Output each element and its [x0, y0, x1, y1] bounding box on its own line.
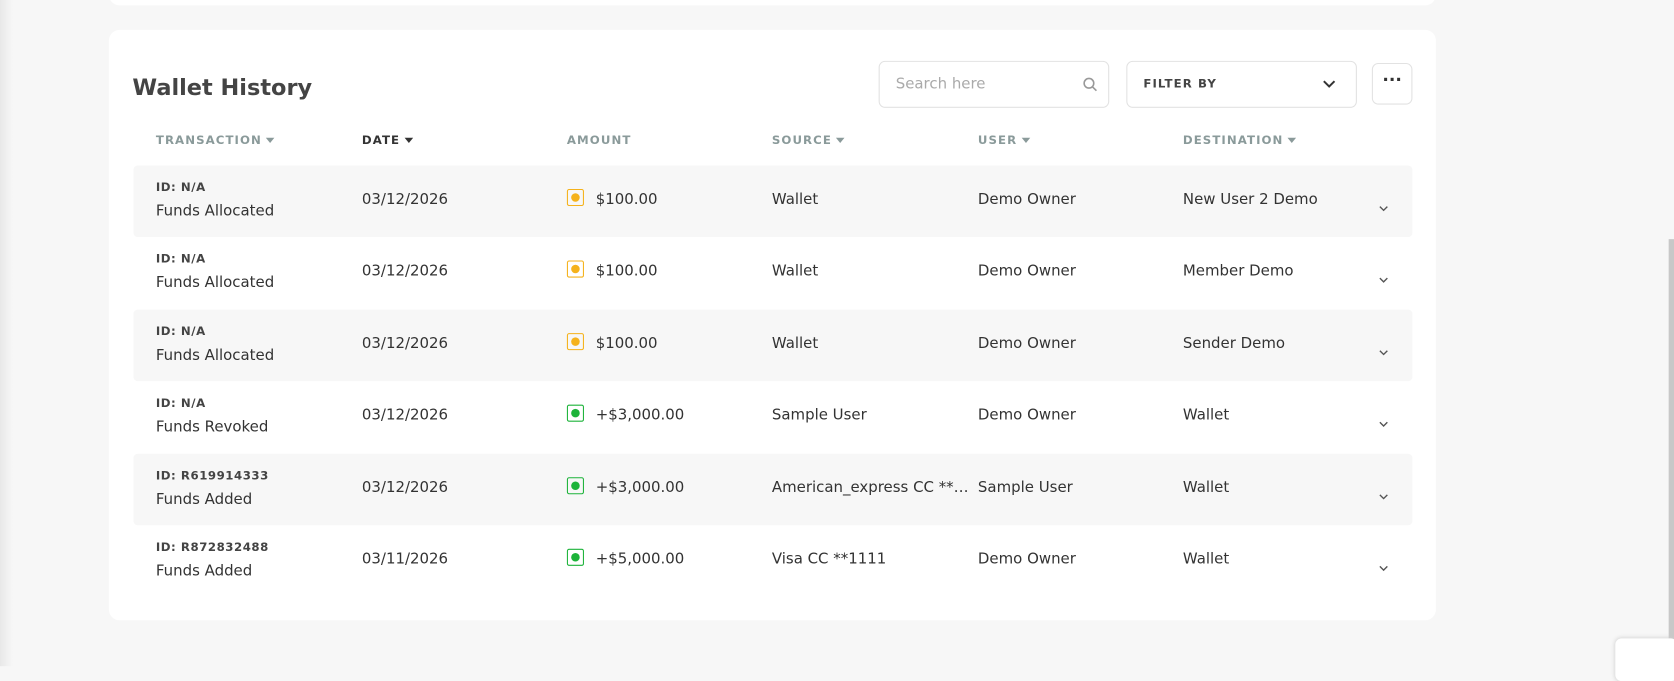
expand-chevron[interactable]	[1378, 412, 1389, 432]
chevron-icon	[1379, 421, 1388, 428]
user: Demo Owner	[977, 550, 1076, 568]
status-icon	[566, 332, 584, 350]
destination: Member Demo	[1182, 263, 1294, 281]
date: 03/12/2026	[361, 263, 449, 281]
date: 03/11/2026	[361, 550, 449, 568]
transaction-id: ID: R619914333	[155, 468, 269, 483]
transaction-type: Funds Allocated	[155, 346, 275, 364]
more-button[interactable]: ···	[1371, 62, 1413, 105]
stage: Wallet History Search here FILTER BY ···…	[0, 0, 1674, 667]
destination: Wallet	[1182, 550, 1230, 568]
table-row	[133, 309, 1413, 381]
column-label: DESTINATION	[1182, 132, 1284, 147]
column-label: DATE	[361, 132, 401, 147]
sort-caret	[1287, 137, 1297, 143]
user: Sample User	[977, 478, 1073, 497]
transaction-type: Funds Allocated	[155, 202, 275, 220]
column-label: TRANSACTION	[155, 132, 262, 147]
column-label: USER	[977, 132, 1018, 147]
sort-caret	[266, 137, 275, 143]
amount: +$3,000.00	[595, 406, 685, 425]
amount: +$5,000.00	[595, 550, 685, 568]
destination: Wallet	[1182, 406, 1230, 425]
user: Demo Owner	[977, 335, 1076, 353]
amount: $100.00	[595, 263, 658, 281]
transaction-type: Funds Added	[155, 490, 253, 508]
destination: Sender Demo	[1182, 335, 1286, 353]
chevron	[1323, 80, 1336, 88]
search-placeholder: Search here	[895, 75, 986, 93]
transaction-type: Funds Revoked	[155, 418, 269, 436]
side-shadow	[0, 0, 13, 667]
column-label: AMOUNT	[566, 132, 632, 147]
date: 03/12/2026	[361, 406, 449, 425]
page: Wallet History Search here FILTER BY ···…	[0, 0, 1674, 667]
destination: Wallet	[1182, 478, 1230, 497]
user: Demo Owner	[977, 263, 1076, 281]
source: Visa CC **1111	[771, 550, 887, 568]
transaction-id: ID: N/A	[155, 396, 206, 411]
date: 03/12/2026	[361, 478, 449, 497]
expand-chevron[interactable]	[1378, 484, 1389, 504]
scrollbar	[1668, 239, 1674, 667]
sort-caret	[836, 137, 845, 143]
chat-widget[interactable]	[1615, 638, 1674, 681]
date: 03/12/2026	[361, 191, 449, 209]
transaction-id: ID: N/A	[155, 180, 206, 195]
user: Demo Owner	[977, 191, 1076, 209]
transaction-id: ID: N/A	[155, 252, 206, 267]
chevron-icon	[1379, 349, 1388, 356]
column-header[interactable]: DATE	[362, 132, 413, 147]
source: Wallet	[771, 191, 819, 209]
table-row	[133, 165, 1413, 238]
date: 03/12/2026	[361, 335, 449, 353]
column-header[interactable]: SOURCE	[772, 132, 845, 147]
expand-chevron[interactable]	[1378, 268, 1389, 288]
amount: $100.00	[595, 335, 658, 353]
search-icon	[1083, 77, 1097, 92]
status-icon	[566, 404, 584, 422]
expand-chevron[interactable]	[1378, 196, 1389, 216]
search-box[interactable]: Search here	[878, 60, 1110, 108]
transaction-id: ID: R872832488	[155, 540, 269, 555]
status-icon	[566, 260, 584, 278]
title: Wallet History	[132, 74, 313, 101]
filter-label: FILTER BY	[1143, 76, 1217, 91]
amount: $100.00	[595, 191, 658, 209]
column-header[interactable]: USER	[977, 132, 1031, 147]
filter-dropdown[interactable]: FILTER BY	[1126, 60, 1357, 108]
amount: +$3,000.00	[595, 478, 685, 497]
transaction-type: Funds Allocated	[155, 274, 275, 292]
source: American_express CC **1005	[771, 478, 971, 497]
column-label: SOURCE	[771, 132, 832, 147]
expand-chevron[interactable]	[1378, 340, 1389, 360]
column-header[interactable]: DESTINATION	[1182, 132, 1297, 147]
status-icon	[566, 476, 584, 494]
previous-card	[108, 0, 1436, 6]
source: Sample User	[771, 406, 867, 425]
expand-chevron[interactable]	[1378, 556, 1389, 576]
column-header[interactable]: TRANSACTION	[156, 132, 275, 147]
chevron-icon	[1379, 493, 1388, 500]
sort-caret	[1021, 137, 1031, 143]
sort-caret	[404, 137, 413, 143]
destination: New User 2 Demo	[1182, 191, 1318, 209]
chevron-icon	[1379, 565, 1388, 572]
chevron-icon	[1379, 278, 1388, 284]
source: Wallet	[771, 263, 819, 281]
column-header: AMOUNT	[567, 132, 632, 147]
table-row	[133, 453, 1413, 525]
chevron-icon	[1379, 206, 1388, 212]
status-icon	[566, 188, 584, 207]
user: Demo Owner	[977, 406, 1076, 425]
source: Wallet	[771, 335, 819, 353]
transaction-type: Funds Added	[155, 562, 253, 580]
transaction-id: ID: N/A	[155, 324, 206, 339]
status-icon	[566, 548, 584, 566]
